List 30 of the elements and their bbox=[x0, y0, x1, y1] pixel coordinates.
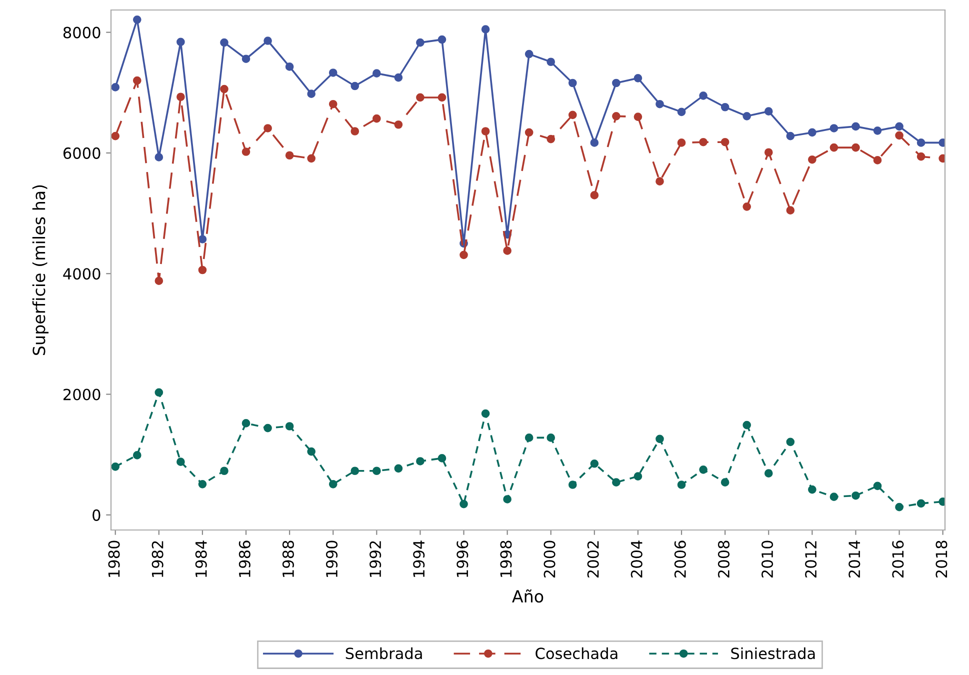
x-tick-label: 1980 bbox=[108, 540, 120, 577]
x-tick-label: 1984 bbox=[195, 540, 207, 577]
legend-label: Sembrada bbox=[346, 647, 422, 660]
x-tick-label: 2008 bbox=[718, 540, 730, 578]
x-tick-label: 2004 bbox=[630, 540, 642, 578]
x-tick-label: 1982 bbox=[152, 541, 164, 577]
x-tick-label: 2018 bbox=[936, 540, 948, 578]
x-tick-label: 1996 bbox=[456, 540, 468, 577]
x-tick-label: 1990 bbox=[326, 540, 338, 577]
legend-label: Siniestrada bbox=[731, 647, 815, 660]
x-tick-label: 2014 bbox=[848, 540, 860, 578]
x-tick-label: 2000 bbox=[544, 540, 556, 578]
x-tick-label: 2016 bbox=[892, 540, 904, 578]
y-tick-label: 2000 bbox=[64, 388, 100, 400]
legend-label: Cosechada bbox=[536, 647, 618, 660]
x-tick-label: 2012 bbox=[805, 541, 817, 578]
y-axis-title: Superficie (miles ha) bbox=[32, 185, 49, 355]
y-tick-label: 6000 bbox=[63, 147, 100, 159]
x-tick-label: 2010 bbox=[761, 540, 774, 578]
y-tick-label: 0 bbox=[92, 509, 100, 521]
y-tick-label: 4000 bbox=[63, 268, 100, 280]
x-tick-label: 2002 bbox=[587, 541, 599, 578]
x-tick-label: 1988 bbox=[282, 540, 294, 577]
x-tick-label: 1994 bbox=[413, 540, 425, 577]
y-tick-label: 8000 bbox=[63, 26, 100, 38]
x-tick-label: 2006 bbox=[674, 540, 686, 578]
x-tick-label: 1992 bbox=[370, 541, 382, 577]
x-tick-label: 1998 bbox=[500, 540, 512, 577]
x-tick-label: 1986 bbox=[238, 540, 250, 577]
x-axis-title: Año bbox=[512, 589, 544, 603]
